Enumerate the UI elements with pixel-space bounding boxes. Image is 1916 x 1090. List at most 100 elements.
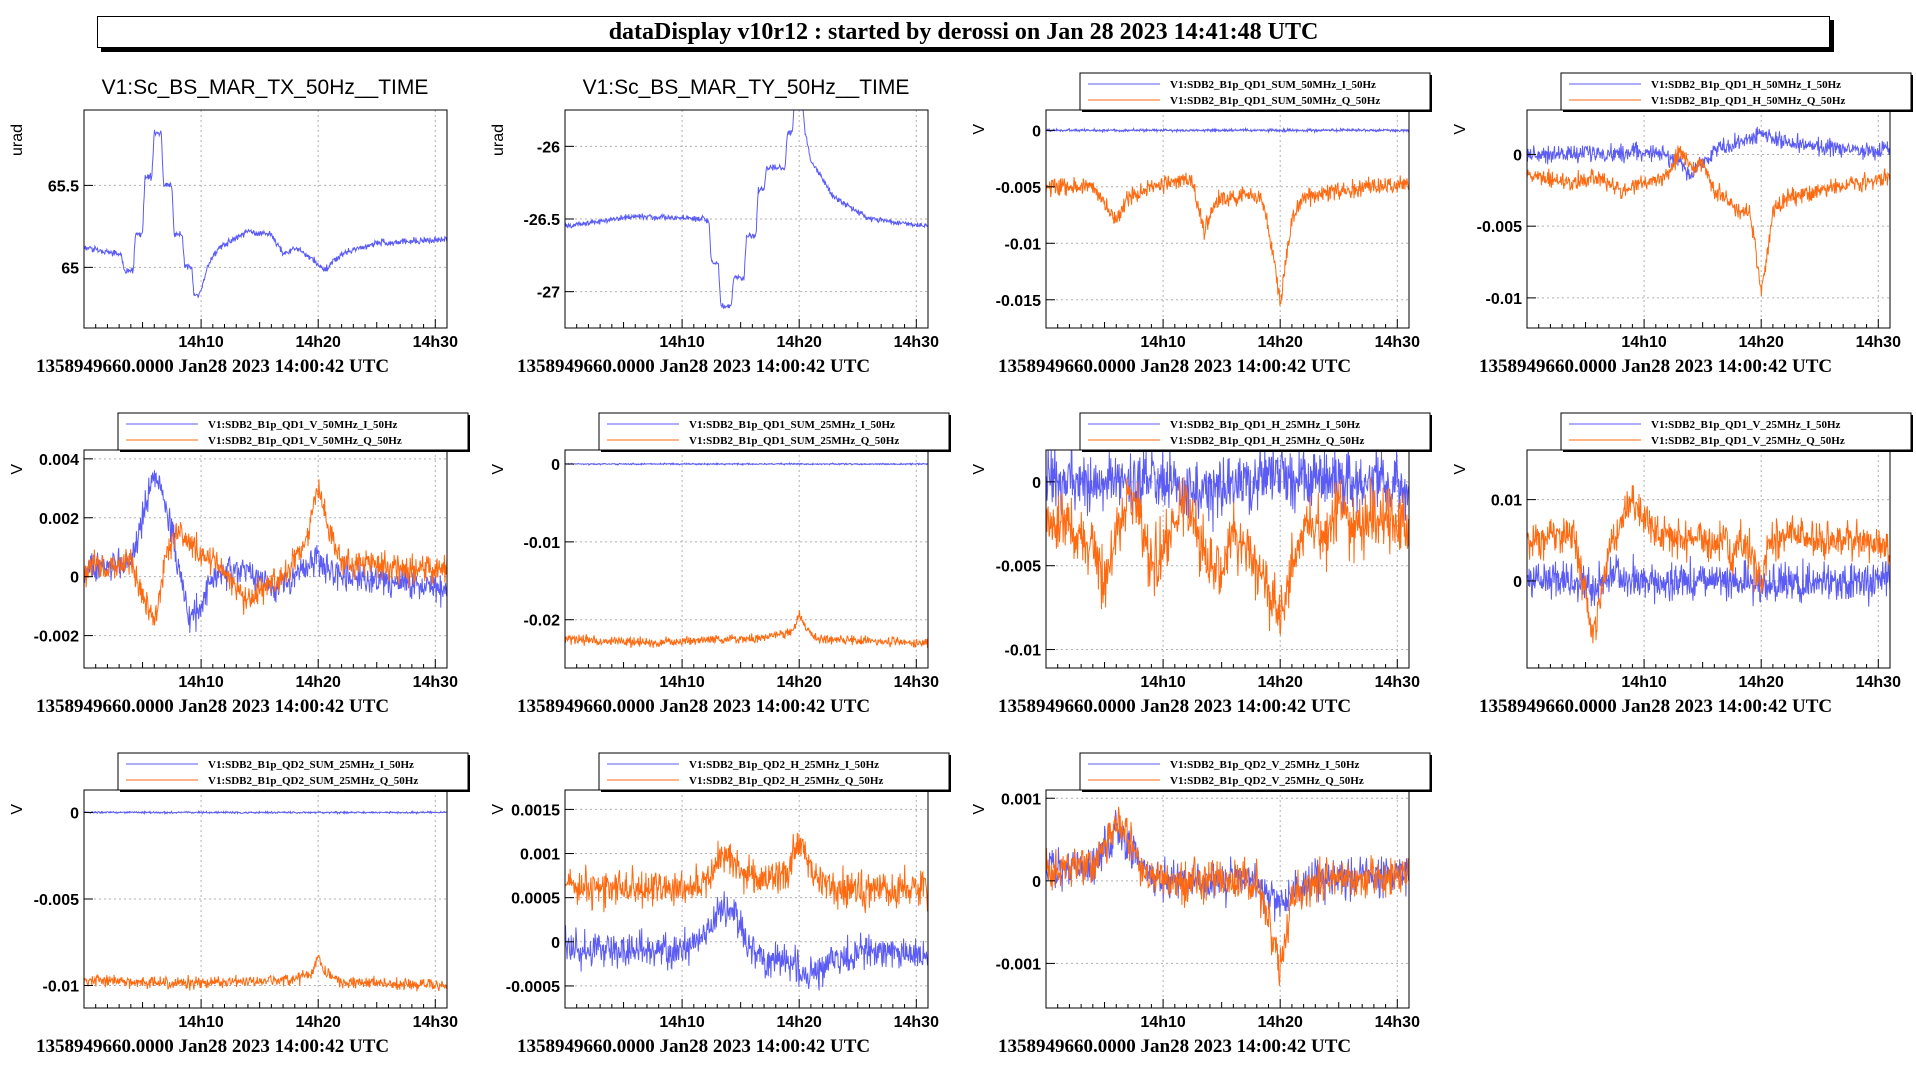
chart-svg: 14h10 14h20 14h30 65 65.5 urad V1:Sc_BS_MAR_TX… — [9, 76, 458, 351]
x-tick-label: 14h30 — [1856, 674, 1901, 691]
chart-panel-4: 14h10 14h20 14h30 -0.01 -0.005 0 V V1:SDB2_B1p_… — [1443, 70, 1916, 410]
series-line-1 — [565, 110, 928, 310]
chart-panel-3: 14h10 14h20 14h30 -0.015 -0.01 -0.005 0 V V1:SDB… — [962, 70, 1441, 410]
y-tick-label: 0 — [1032, 475, 1041, 492]
legend-entry: V1:SDB2_B1p_QD1_V_50MHz_I_50Hz — [208, 419, 398, 431]
y-tick-label: 65.5 — [48, 178, 79, 195]
chart-panel-11: 14h10 14h20 14h30 -0.001 0 0.001 V V1:SDB2_B1p_… — [962, 750, 1441, 1090]
series-line-2 — [1527, 145, 1890, 296]
y-tick-label: -0.002 — [34, 629, 79, 646]
plot-frame — [1045, 789, 1410, 1009]
plot-frame — [83, 109, 448, 329]
start-time-stamp: 1358949660.0000 Jan28 2023 14:00:42 UTC — [36, 356, 390, 377]
y-tick-label: 0.004 — [39, 452, 79, 469]
legend-box — [1560, 72, 1912, 111]
y-tick-label: 0 — [70, 570, 79, 587]
chart-svg: 14h10 14h20 14h30 -0.015 -0.01 -0.005 0 V V1:SDB… — [971, 72, 1432, 351]
start-time-stamp: 1358949660.0000 Jan28 2023 14:00:42 UTC — [998, 1036, 1352, 1057]
legend-box — [1560, 412, 1912, 451]
y-tick-label: -26 — [537, 139, 560, 156]
x-tick-label: 14h20 — [1739, 674, 1784, 691]
legend-entry: V1:SDB2_B1p_QD1_V_25MHz_Q_50Hz — [1651, 435, 1845, 447]
series-line-1 — [84, 809, 447, 816]
x-tick-label: 14h10 — [1621, 674, 1666, 691]
legend-entry: V1:SDB2_B1p_QD1_H_25MHz_Q_50Hz — [1170, 435, 1364, 447]
y-tick-label: -0.005 — [1477, 219, 1522, 236]
x-tick-label: 14h20 — [296, 334, 341, 351]
y-tick-label: 0 — [1032, 123, 1041, 140]
series-line-1 — [84, 470, 447, 633]
y-tick-label: 0.01 — [1491, 493, 1522, 510]
x-tick-label: 14h20 — [1258, 674, 1303, 691]
chart-svg: 14h10 14h20 14h30 0 0.01 V V1:SDB2_B1p_QD1_V_2… — [1452, 412, 1913, 691]
y-tick-label: 0.0015 — [511, 802, 560, 819]
y-axis-label: V — [971, 464, 988, 475]
x-tick-label: 14h10 — [1140, 334, 1185, 351]
start-time-stamp: 1358949660.0000 Jan28 2023 14:00:42 UTC — [517, 1036, 871, 1057]
series-line-2 — [1046, 172, 1409, 306]
legend-entry: V1:SDB2_B1p_QD1_H_50MHz_Q_50Hz — [1651, 95, 1845, 107]
y-axis-label: V — [1452, 464, 1469, 475]
display-title-banner: dataDisplay v10r12 : started by derossi … — [97, 16, 1830, 48]
y-tick-label: 0.001 — [1001, 791, 1041, 808]
plot-frame — [564, 789, 929, 1009]
x-tick-label: 14h20 — [1739, 334, 1784, 351]
chart-title: V1:Sc_BS_MAR_TX_50Hz__TIME — [102, 76, 429, 99]
x-tick-label: 14h10 — [1140, 1014, 1185, 1031]
y-axis-label: V — [1452, 124, 1469, 135]
start-time-stamp: 1358949660.0000 Jan28 2023 14:00:42 UTC — [1479, 696, 1833, 717]
chart-title: V1:Sc_BS_MAR_TY_50Hz__TIME — [583, 76, 910, 99]
y-tick-label: -0.01 — [43, 979, 80, 996]
series-line-1 — [1527, 126, 1890, 181]
series-line-2 — [84, 954, 447, 992]
y-axis-label: V — [9, 464, 26, 475]
x-tick-label: 14h20 — [777, 674, 822, 691]
chart-svg: 14h10 14h20 14h30 -0.01 -0.005 0 V V1:SDB2_B1p_… — [9, 752, 470, 1031]
plot-frame — [564, 449, 929, 669]
x-tick-label: 14h10 — [1621, 334, 1666, 351]
y-tick-label: 0.001 — [520, 847, 560, 864]
y-tick-label: 0 — [551, 457, 560, 474]
x-tick-label: 14h20 — [296, 674, 341, 691]
chart-panel-8: 14h10 14h20 14h30 0 0.01 V V1:SDB2_B1p_QD1_V_2… — [1443, 410, 1916, 750]
start-time-stamp: 1358949660.0000 Jan28 2023 14:00:42 UTC — [36, 696, 390, 717]
legend-entry: V1:SDB2_B1p_QD1_V_25MHz_I_50Hz — [1651, 419, 1841, 431]
start-time-stamp: 1358949660.0000 Jan28 2023 14:00:42 UTC — [998, 696, 1352, 717]
legend-entry: V1:SDB2_B1p_QD2_V_25MHz_Q_50Hz — [1170, 775, 1364, 787]
y-tick-label: -0.0005 — [506, 979, 560, 996]
y-tick-label: 0 — [70, 805, 79, 822]
x-tick-label: 14h20 — [296, 1014, 341, 1031]
y-tick-label: -0.01 — [1005, 236, 1042, 253]
series-line-1 — [1046, 450, 1409, 532]
series-line-1 — [565, 891, 928, 991]
chart-svg: 14h10 14h20 14h30 -27 -26.5 -26 urad V1:Sc_BS_M… — [490, 76, 939, 351]
y-axis-label: V — [490, 804, 507, 815]
legend-box — [598, 412, 950, 451]
x-tick-label: 14h20 — [1258, 1014, 1303, 1031]
series-line-2 — [565, 832, 928, 914]
x-tick-label: 14h30 — [894, 1014, 939, 1031]
x-tick-label: 14h20 — [777, 1014, 822, 1031]
legend-entry: V1:SDB2_B1p_QD1_H_50MHz_I_50Hz — [1651, 79, 1841, 91]
x-tick-label: 14h30 — [1375, 674, 1420, 691]
series-line-1 — [1527, 553, 1890, 607]
legend-entry: V1:SDB2_B1p_QD2_H_25MHz_Q_50Hz — [689, 775, 883, 787]
legend-entry: V1:SDB2_B1p_QD2_H_25MHz_I_50Hz — [689, 759, 879, 771]
y-tick-label: 0 — [1513, 147, 1522, 164]
x-tick-label: 14h30 — [413, 1014, 458, 1031]
y-axis-label: V — [971, 804, 988, 815]
y-axis-label: urad — [490, 124, 507, 156]
x-tick-label: 14h30 — [413, 334, 458, 351]
y-tick-label: -0.005 — [996, 180, 1041, 197]
y-tick-label: 0.002 — [39, 511, 79, 528]
series-line-1 — [84, 129, 447, 299]
start-time-stamp: 1358949660.0000 Jan28 2023 14:00:42 UTC — [1479, 356, 1833, 377]
x-tick-label: 14h30 — [1375, 1014, 1420, 1031]
chart-svg: 14h10 14h20 14h30 -0.02 -0.01 0 V V1:SDB2_B1p_Q… — [490, 412, 951, 691]
chart-panel-1: 14h10 14h20 14h30 65 65.5 urad V1:Sc_BS_MAR_TX… — [0, 70, 479, 410]
x-tick-label: 14h10 — [178, 674, 223, 691]
start-time-stamp: 1358949660.0000 Jan28 2023 14:00:42 UTC — [517, 356, 871, 377]
y-axis-label: urad — [9, 124, 26, 156]
x-tick-label: 14h10 — [659, 334, 704, 351]
series-line-2 — [84, 479, 447, 626]
